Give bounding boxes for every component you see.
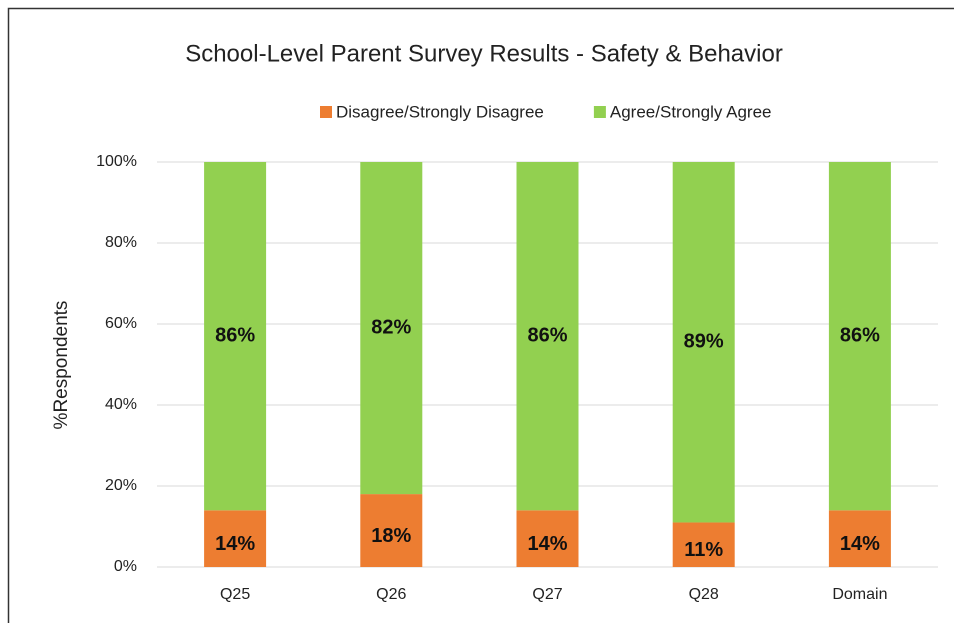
chart-frame bbox=[7, 7, 954, 623]
data-label: 86% bbox=[215, 324, 255, 346]
x-tick-label: Domain bbox=[832, 586, 887, 603]
x-tick-label: Q26 bbox=[376, 586, 406, 603]
data-label: 14% bbox=[215, 533, 255, 555]
data-label: 14% bbox=[527, 533, 567, 555]
x-tick-label: Q25 bbox=[220, 586, 250, 603]
bar-segment bbox=[516, 162, 579, 511]
legend-label: Agree/Strongly Agree bbox=[610, 102, 772, 121]
data-label: 86% bbox=[527, 324, 567, 346]
y-tick-label: 0% bbox=[114, 558, 137, 575]
data-label: 14% bbox=[840, 533, 880, 555]
data-label: 86% bbox=[840, 324, 880, 346]
bar-segment bbox=[204, 162, 267, 511]
x-tick-label: Q27 bbox=[532, 586, 562, 603]
bar-segment bbox=[672, 522, 735, 567]
y-tick-label: 20% bbox=[105, 477, 137, 494]
legend-label: Disagree/Strongly Disagree bbox=[336, 102, 544, 121]
bar-segment bbox=[204, 510, 267, 567]
bar-segment bbox=[360, 162, 423, 495]
y-tick-label: 40% bbox=[105, 396, 137, 413]
data-label: 18% bbox=[371, 525, 411, 547]
bar-segment bbox=[360, 494, 423, 567]
data-label: 89% bbox=[684, 331, 724, 353]
bar-segment bbox=[828, 510, 891, 567]
x-tick-label: Q28 bbox=[689, 586, 719, 603]
data-label: 82% bbox=[371, 316, 411, 338]
legend-swatch bbox=[593, 106, 606, 118]
chart-title: School-Level Parent Survey Results - Saf… bbox=[185, 40, 783, 67]
y-tick-label: 100% bbox=[96, 153, 137, 170]
y-tick-label: 60% bbox=[105, 315, 137, 332]
y-axis-label: %Respondents bbox=[51, 301, 72, 430]
y-tick-label: 80% bbox=[105, 234, 137, 251]
bar-segment bbox=[516, 510, 579, 567]
legend-swatch bbox=[320, 106, 332, 118]
data-label: 11% bbox=[684, 539, 723, 561]
bar-segment bbox=[828, 162, 891, 511]
bar-segment bbox=[672, 162, 735, 523]
